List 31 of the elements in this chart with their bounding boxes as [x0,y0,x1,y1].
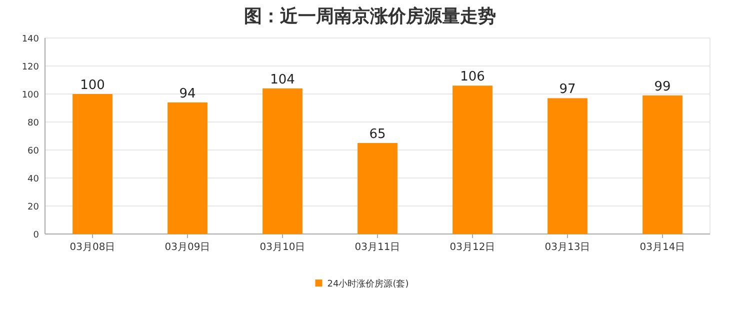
x-tick-label: 03月12日 [450,242,496,253]
data-label: 94 [179,86,196,102]
y-tick-label: 40 [28,174,40,184]
x-tick-label: 03月13日 [544,242,590,253]
data-label: 65 [369,127,386,142]
y-tick-label: 100 [22,90,40,100]
y-tick-label: 120 [22,62,40,72]
data-label: 97 [559,82,576,98]
data-label: 99 [654,79,671,94]
y-tick-label: 60 [28,146,40,156]
data-label: 106 [460,70,485,85]
y-tick-label: 0 [33,230,40,240]
bar [452,86,492,234]
y-tick-label: 20 [28,202,40,212]
chart-title: 图：近一周南京涨价房源量走势 [244,6,496,27]
bar [262,88,302,234]
bar [72,94,112,234]
bar [358,143,398,234]
x-tick-label: 03月08日 [70,242,116,253]
x-tick-label: 03月09日 [164,242,210,253]
legend-label: 24小时涨价房源(套) [327,278,409,290]
y-tick-label: 80 [28,118,40,128]
bar [548,98,588,234]
data-label: 104 [270,72,295,88]
bar [168,102,208,234]
x-tick-label: 03月14日 [640,242,686,253]
y-tick-label: 140 [22,34,40,44]
x-tick-label: 03月11日 [354,242,400,253]
data-label: 100 [80,78,105,93]
bar [642,95,682,234]
x-tick-label: 03月10日 [260,242,306,253]
